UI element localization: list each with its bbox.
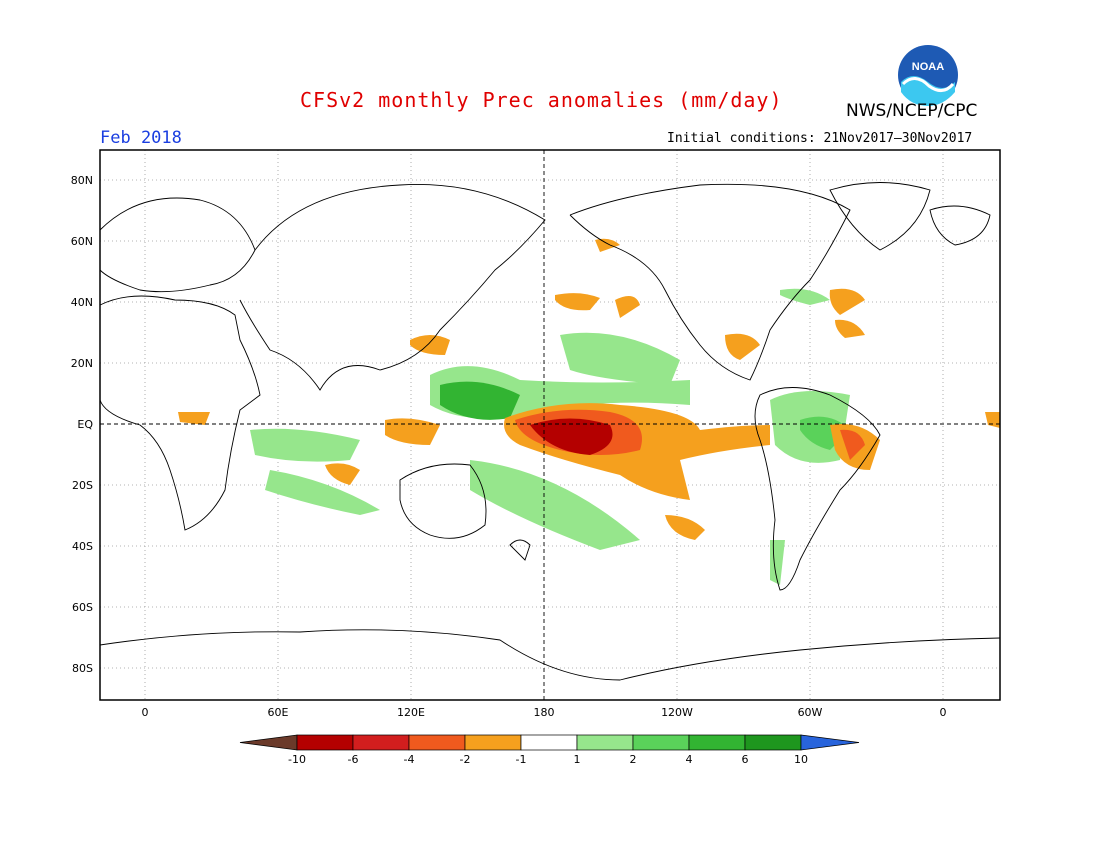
lat-label: EQ bbox=[77, 418, 93, 431]
colorbar-tick-label: 6 bbox=[742, 753, 749, 766]
colorbar-box bbox=[464, 734, 522, 751]
colorbar-tick-label: -2 bbox=[460, 753, 471, 766]
colorbar-box bbox=[352, 734, 410, 751]
logo-text: NOAA bbox=[912, 61, 944, 73]
lat-label: 20S bbox=[72, 479, 93, 492]
colorbar-tick-label: -10 bbox=[288, 753, 306, 766]
colorbar-box bbox=[688, 734, 746, 751]
colorbar-box bbox=[296, 734, 354, 751]
colorbar-box bbox=[576, 734, 634, 751]
map-frame bbox=[99, 149, 1001, 701]
lat-label: 40S bbox=[72, 540, 93, 553]
agency-label: NWS/NCEP/CPC bbox=[846, 101, 978, 121]
lon-label: 0 bbox=[940, 706, 947, 719]
lon-label: 60E bbox=[268, 706, 289, 719]
colorbar-box bbox=[520, 734, 578, 751]
longitude-labels: 0 60E 120E 180 120W 60W 0 bbox=[142, 706, 947, 719]
chart-title: CFSv2 monthly Prec anomalies (mm/day) bbox=[300, 88, 783, 112]
lon-label: 0 bbox=[142, 706, 149, 719]
colorbar-box bbox=[632, 734, 690, 751]
lon-label: 180 bbox=[534, 706, 555, 719]
lon-label: 120E bbox=[397, 706, 425, 719]
colorbar-box bbox=[744, 734, 802, 751]
colorbar-tick-label: 10 bbox=[794, 753, 808, 766]
lat-label: 20N bbox=[71, 357, 93, 370]
latitude-labels: 80N 60N 40N 20N EQ 20S 40S 60S 80S bbox=[71, 174, 94, 675]
lon-label: 120W bbox=[661, 706, 693, 719]
precip-anomaly-shading bbox=[178, 238, 1000, 585]
lat-label: 80S bbox=[72, 662, 93, 675]
initial-conditions: Initial conditions: 21Nov2017–30Nov2017 bbox=[667, 131, 973, 146]
lat-label: 80N bbox=[71, 174, 93, 187]
forecast-month: Feb 2018 bbox=[100, 128, 182, 148]
coastlines bbox=[99, 182, 1001, 681]
colorbar-tick-label: 1 bbox=[574, 753, 581, 766]
colorbar-arrow-right bbox=[800, 734, 860, 751]
lat-label: 40N bbox=[71, 296, 93, 309]
lon-label: 60W bbox=[798, 706, 823, 719]
colorbar-tick-label: -6 bbox=[348, 753, 359, 766]
colorbar-tick-label: -4 bbox=[404, 753, 415, 766]
colorbar-tick-label: -1 bbox=[516, 753, 527, 766]
lat-label: 60S bbox=[72, 601, 93, 614]
colorbar-arrow-left bbox=[239, 734, 298, 751]
noaa-logo-icon: NOAA bbox=[893, 40, 963, 114]
colorbar-box bbox=[408, 734, 466, 751]
colorbar-legend: -10 -6 -4 -2 -1 1 2 4 6 10 bbox=[239, 734, 860, 766]
lat-label: 60N bbox=[71, 235, 93, 248]
colorbar-tick-label: 2 bbox=[630, 753, 637, 766]
colorbar-tick-label: 4 bbox=[686, 753, 693, 766]
